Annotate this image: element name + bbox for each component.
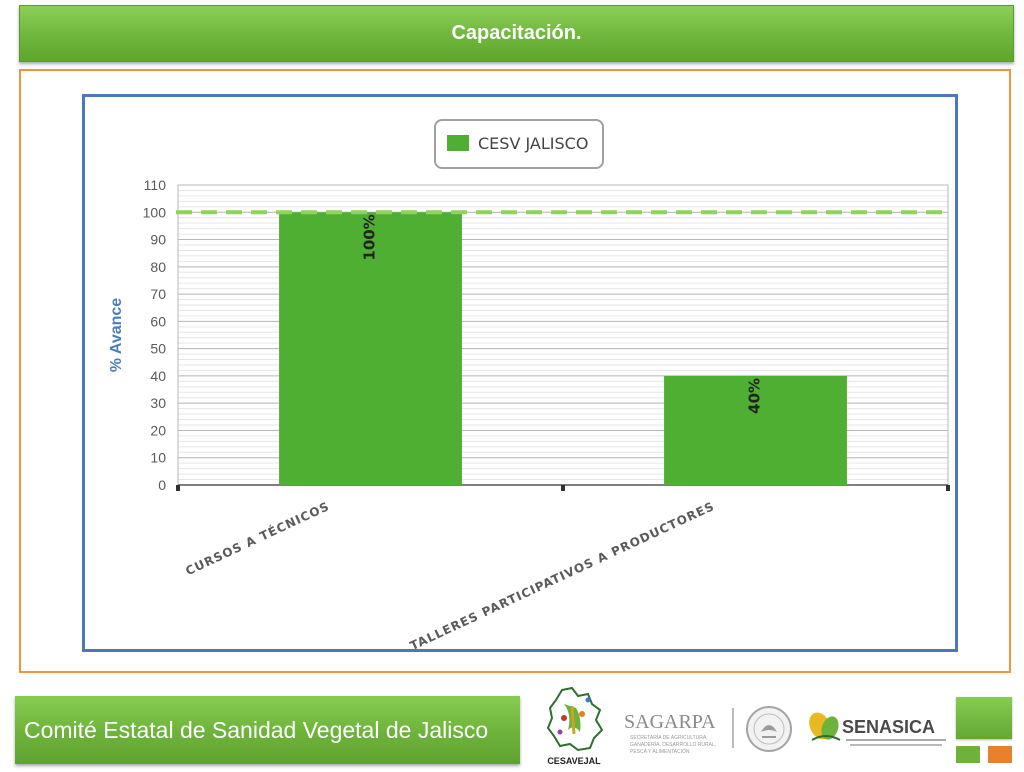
y-tick-label: 0: [158, 477, 166, 493]
y-tick-label: 80: [150, 259, 166, 275]
bar: [664, 375, 847, 485]
y-tick-label: 50: [150, 341, 166, 357]
data-label: 100%: [361, 214, 379, 260]
footer-bar: Comité Estatal de Sanidad Vegetal de Jal…: [15, 696, 520, 764]
bar: [279, 212, 462, 485]
y-tick-label: 40: [150, 368, 166, 384]
y-tick-label: 90: [150, 232, 166, 248]
x-tick-mark: [946, 485, 950, 491]
mexico-seal-logo: [744, 704, 794, 754]
org-name: Comité Estatal de Sanidad Vegetal de Jal…: [24, 716, 489, 743]
legend-box: [434, 119, 604, 169]
svg-text:GANADERÍA, DESARROLLO RURAL,: GANADERÍA, DESARROLLO RURAL,: [630, 741, 716, 748]
y-tick-label: 30: [150, 395, 166, 411]
decorative-green-block: [956, 697, 1012, 739]
chart-frame: 0 10 20 30 40 50 60 70 80 90 100 110 100% CURSOS A TÉ…: [82, 94, 958, 652]
y-tick-label: 100: [143, 204, 167, 220]
chart: 0 10 20 30 40 50 60 70 80 90 100 110 100% CURSOS A TÉ…: [108, 119, 950, 649]
x-tick-mark: [176, 485, 180, 491]
svg-text:SECRETARÍA DE AGRICULTURA,: SECRETARÍA DE AGRICULTURA,: [630, 734, 708, 741]
logo-strip: CESAVEJAL SAGARPA SECRETARÍA DE AGRICULT…: [538, 684, 958, 768]
y-axis-label: % Avance: [108, 298, 125, 373]
y-tick-label: 60: [150, 313, 166, 329]
svg-text:PESCA Y ALIMENTACIÓN: PESCA Y ALIMENTACIÓN: [630, 748, 690, 755]
data-label: 40%: [746, 378, 764, 414]
y-tick-label: 20: [150, 422, 166, 438]
decorative-green-square: [956, 746, 980, 763]
y-tick-label: 110: [144, 177, 167, 193]
x-tick-label: TALLERES PARTICIPATIVOS A PRODUCTORES: [408, 499, 717, 649]
logo-divider: [732, 708, 734, 748]
cesavejal-logo: CESAVEJAL: [542, 684, 606, 768]
x-tick-label: CURSOS A TÉCNICOS: [183, 498, 332, 578]
svg-text:SAGARPA: SAGARPA: [624, 711, 716, 733]
x-tick-mark: [561, 485, 565, 491]
sagarpa-logo: SAGARPA SECRETARÍA DE AGRICULTURA, GANAD…: [622, 708, 732, 764]
slide-title: Capacitación.: [19, 5, 1014, 62]
legend-label: CESV JALISCO: [478, 134, 588, 153]
y-tick-label: 70: [150, 286, 166, 302]
senasica-logo: SENASICA: [806, 706, 956, 756]
svg-text:CESAVEJAL: CESAVEJAL: [547, 756, 601, 766]
svg-text:SENASICA: SENASICA: [842, 717, 935, 737]
y-tick-label: 10: [150, 450, 166, 466]
legend-swatch: [447, 135, 469, 151]
decorative-orange-square: [988, 746, 1012, 763]
